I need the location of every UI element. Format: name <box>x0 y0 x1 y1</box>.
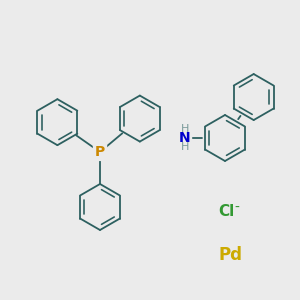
Text: -: - <box>234 201 239 215</box>
Text: H: H <box>181 124 189 134</box>
Text: H: H <box>181 142 189 152</box>
Text: Pd: Pd <box>218 246 242 264</box>
Text: N: N <box>179 131 191 145</box>
Text: P: P <box>95 145 105 159</box>
Text: Cl: Cl <box>218 205 234 220</box>
